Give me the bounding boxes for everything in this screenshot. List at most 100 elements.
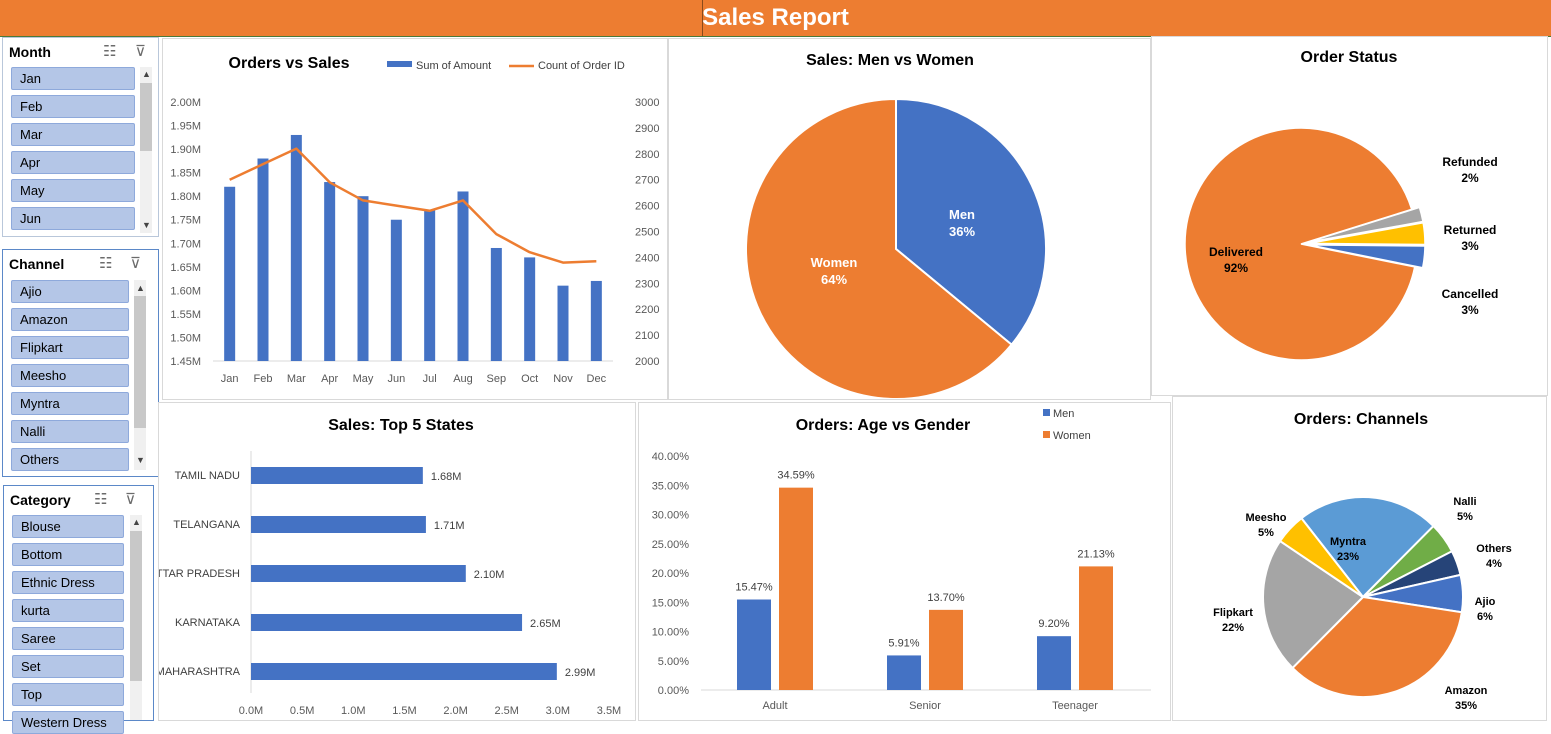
slice-label-value: 92%	[1224, 261, 1248, 275]
orders-channels-panel: Orders: Channels Myntra 23% Nalli 5% Others 4%…	[1172, 396, 1547, 721]
slicer-item-bottom[interactable]: Bottom	[12, 543, 124, 566]
x-tick-label: Teenager	[1052, 700, 1098, 712]
slice-flipkart	[1262, 539, 1365, 670]
slicer-item-blouse[interactable]: Blouse	[12, 515, 124, 538]
slice-label-name: Men	[949, 207, 975, 222]
slice-refunded	[1308, 206, 1424, 243]
bar-apr	[324, 182, 336, 361]
slicer-item-amazon[interactable]: Amazon	[11, 308, 129, 331]
clear-filter-icon[interactable]: ⊽	[130, 255, 141, 272]
bar-mar	[290, 134, 302, 361]
slice-label-name: Amazon	[1445, 685, 1488, 697]
bar-tamil-nadu	[251, 467, 423, 484]
x-tick-label: 3.0M	[546, 705, 570, 717]
slicer-item-ethnic-dress[interactable]: Ethnic Dress	[12, 571, 124, 594]
x-tick-label: 2.0M	[443, 705, 467, 717]
slicer-item-meesho[interactable]: Meesho	[11, 364, 129, 387]
multi-select-icon[interactable]: ☷	[99, 255, 113, 272]
slicer-item-myntra[interactable]: Myntra	[11, 392, 129, 415]
scroll-down-icon[interactable]: ▼	[136, 455, 145, 465]
scroll-up-icon[interactable]: ▲	[142, 69, 151, 79]
x-tick-label: Jul	[423, 373, 437, 385]
x-tick-label: Sep	[487, 373, 507, 385]
month-scroll-thumb[interactable]	[140, 83, 152, 151]
slice-label-value: 36%	[949, 224, 975, 239]
slicer-item-others[interactable]: Others	[11, 448, 129, 471]
y-tick-label: 40.00%	[652, 451, 690, 463]
y-tick-label: 20.00%	[652, 568, 690, 580]
y-left-tick-label: 1.95M	[170, 121, 201, 133]
bar-women-adult	[779, 487, 813, 690]
slicer-item-top[interactable]: Top	[12, 683, 124, 706]
channel-slicer-title: Channel	[9, 256, 65, 272]
bar-uttar-pradesh	[251, 565, 466, 582]
slicer-item-nalli[interactable]: Nalli	[11, 420, 129, 443]
slice-label-name: Women	[811, 255, 858, 270]
bar-jul	[424, 210, 436, 361]
clear-filter-icon[interactable]: ⊽	[135, 43, 146, 60]
slicer-item-jun[interactable]: Jun	[11, 207, 135, 230]
slicer-item-flipkart[interactable]: Flipkart	[11, 336, 129, 359]
top-5-states-chart: Sales: Top 5 States 0.0M 0.5M 1.0M 1.5M 2.0M 2…	[148, 417, 621, 717]
y-right-tick-label: 3000	[635, 97, 659, 109]
slice-label-name: Others	[1476, 543, 1511, 555]
x-tick-label: Mar	[287, 373, 306, 385]
top-5-states-panel: Sales: Top 5 States 0.0M 0.5M 1.0M 1.5M 2.0M 2…	[148, 402, 636, 721]
x-tick-label: Senior	[909, 700, 941, 712]
slicer-item-jan[interactable]: Jan	[11, 67, 135, 90]
slice-label-value: 35%	[1455, 700, 1477, 712]
orders-vs-sales-panel: Orders vs Sales Sum of Amount Count of Ord…	[162, 38, 668, 400]
data-label: 2.10M	[474, 569, 505, 581]
slice-delivered	[1184, 127, 1416, 361]
y-left-tick-label: 1.70M	[170, 238, 201, 250]
scroll-down-icon[interactable]: ▼	[142, 220, 151, 230]
category-label: UTTAR PRADESH	[159, 568, 240, 580]
y-tick-label: 10.00%	[652, 627, 690, 639]
slicer-item-saree[interactable]: Saree	[12, 627, 124, 650]
slice-label-value: 3%	[1461, 239, 1479, 253]
age-vs-gender-panel: Orders: Age vs Gender Men Women 0.00% 5.00% 1…	[638, 402, 1171, 721]
legend-label-orders: Count of Order ID	[538, 60, 625, 72]
x-tick-label: 1.5M	[392, 705, 416, 717]
data-label: 5.91%	[888, 637, 919, 649]
slicer-item-set[interactable]: Set	[12, 655, 124, 678]
y-right-tick-label: 2100	[635, 330, 659, 342]
multi-select-icon[interactable]: ☷	[94, 491, 108, 508]
bar-aug	[457, 191, 469, 361]
category-label: KARNATAKA	[175, 617, 241, 629]
y-left-tick-label: 2.00M	[170, 97, 201, 109]
sales-men-women-panel: Sales: Men vs Women Men 36% Women 64%	[668, 38, 1151, 400]
chart-title: Orders vs Sales	[229, 55, 350, 72]
slicer-item-ajio[interactable]: Ajio	[11, 280, 129, 303]
scroll-up-icon[interactable]: ▲	[136, 283, 145, 293]
bar-women-senior	[929, 609, 963, 690]
category-scroll-thumb[interactable]	[130, 531, 142, 681]
slicer-item-apr[interactable]: Apr	[11, 151, 135, 174]
y-left-tick-label: 1.45M	[170, 356, 201, 368]
slice-label-name: Returned	[1444, 223, 1497, 237]
channel-scroll-thumb[interactable]	[134, 296, 146, 428]
scroll-up-icon[interactable]: ▲	[132, 517, 141, 527]
slicer-item-feb[interactable]: Feb	[11, 95, 135, 118]
x-tick-label: Jan	[221, 373, 239, 385]
banner-divider	[702, 0, 703, 36]
y-right-tick-label: 2300	[635, 278, 659, 290]
clear-filter-icon[interactable]: ⊽	[125, 491, 136, 508]
order-status-chart: Order Status Refunded 2% Returned 3% Cancelle…	[1184, 49, 1498, 361]
multi-select-icon[interactable]: ☷	[103, 43, 117, 60]
slicer-item-may[interactable]: May	[11, 179, 135, 202]
bar-jun	[390, 219, 402, 361]
slice-label-value: 64%	[821, 272, 847, 287]
slicer-item-mar[interactable]: Mar	[11, 123, 135, 146]
x-tick-label: Adult	[762, 700, 787, 712]
bar-telangana	[251, 516, 426, 533]
bar-feb	[257, 158, 269, 361]
bar-men-senior	[887, 655, 921, 690]
y-right-tick-label: 2600	[635, 201, 659, 213]
slicer-item-kurta[interactable]: kurta	[12, 599, 124, 622]
slice-label-name: Delivered	[1209, 245, 1263, 259]
bar-men-adult	[737, 599, 771, 690]
slice-meesho	[1278, 516, 1364, 598]
slicer-item-western-dress[interactable]: Western Dress	[12, 711, 124, 734]
x-tick-label: 3.5M	[597, 705, 621, 717]
